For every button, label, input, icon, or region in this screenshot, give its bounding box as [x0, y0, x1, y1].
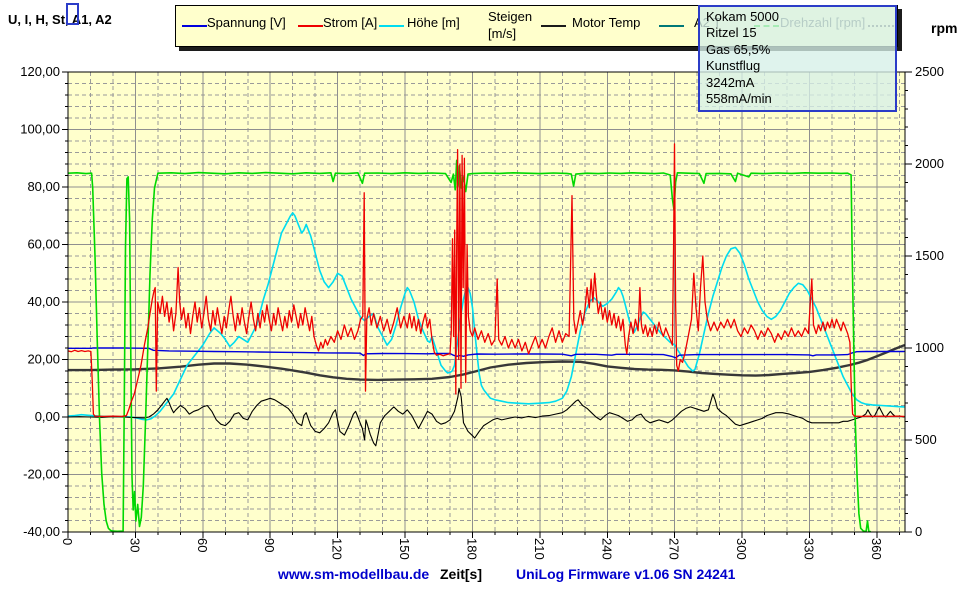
- legend-item-hoehe[interactable]: Höhe [m]: [407, 15, 460, 30]
- svg-text:100,00: 100,00: [20, 122, 60, 137]
- svg-text:240: 240: [599, 538, 614, 560]
- svg-text:150: 150: [397, 538, 412, 560]
- website-link[interactable]: www.sm-modellbau.de: [278, 566, 430, 582]
- svg-text:300: 300: [734, 538, 749, 560]
- motortemp-legend-line: [541, 25, 566, 27]
- a2temp-legend-line: [659, 25, 684, 27]
- svg-text:1500: 1500: [915, 248, 944, 263]
- svg-text:500: 500: [915, 432, 937, 447]
- tooltip-pinion: Ritzel 15: [706, 25, 757, 41]
- svg-text:-40,00: -40,00: [23, 524, 60, 539]
- svg-text:270: 270: [667, 538, 682, 560]
- svg-text:2500: 2500: [915, 64, 944, 79]
- firmware-info: UniLog Firmware v1.06 SN 24241: [516, 566, 736, 582]
- svg-text:80,00: 80,00: [27, 179, 60, 194]
- legend-item-strom[interactable]: Strom [A]: [323, 15, 378, 30]
- hoehe-legend-line: [379, 25, 404, 27]
- tooltip-battery: Kokam 5000: [706, 9, 779, 24]
- svg-text:1000: 1000: [915, 340, 944, 355]
- rpm-axis-title: rpm: [931, 20, 958, 36]
- flight-info-tooltip[interactable]: Kokam 5000 Ritzel 15 Gas 65,5% Kunstflug…: [698, 5, 897, 112]
- legend-item-motortemp[interactable]: Motor Temp: [572, 15, 641, 30]
- x-axis-title: Zeit[s]: [440, 566, 482, 582]
- legend-item-steigen[interactable]: Steigen [m/s]: [488, 9, 533, 41]
- tooltip-capacity-rate: 558mA/min: [706, 91, 772, 107]
- svg-text:60,00: 60,00: [27, 237, 60, 252]
- svg-text:120: 120: [330, 538, 345, 560]
- svg-text:180: 180: [464, 538, 479, 560]
- strom-legend-line: [298, 25, 323, 27]
- svg-text:0: 0: [60, 538, 75, 545]
- svg-text:210: 210: [532, 538, 547, 560]
- svg-text:360: 360: [869, 538, 884, 560]
- tooltip-capacity: 3242mA: [706, 74, 755, 90]
- tooltip-flightmode: Kunstflug: [706, 58, 761, 74]
- svg-text:0: 0: [915, 524, 922, 539]
- svg-text:330: 330: [802, 538, 817, 560]
- svg-text:-20,00: -20,00: [23, 467, 60, 482]
- cursor-rect: [66, 3, 79, 25]
- legend-item-spannung[interactable]: Spannung [V]: [207, 15, 286, 30]
- svg-text:20,00: 20,00: [27, 352, 60, 367]
- page-title: U, I, H, St, A1, A2: [8, 12, 112, 27]
- svg-text:40,00: 40,00: [27, 294, 60, 309]
- spannung-legend-line: [182, 25, 207, 27]
- svg-text:30: 30: [127, 538, 142, 552]
- svg-text:120,00: 120,00: [20, 64, 60, 79]
- svg-text:2000: 2000: [915, 156, 944, 171]
- svg-text:60: 60: [195, 538, 210, 552]
- tooltip-throttle: Gas 65,5%: [706, 41, 771, 57]
- svg-text:90: 90: [262, 538, 277, 552]
- svg-text:0,00: 0,00: [35, 409, 60, 424]
